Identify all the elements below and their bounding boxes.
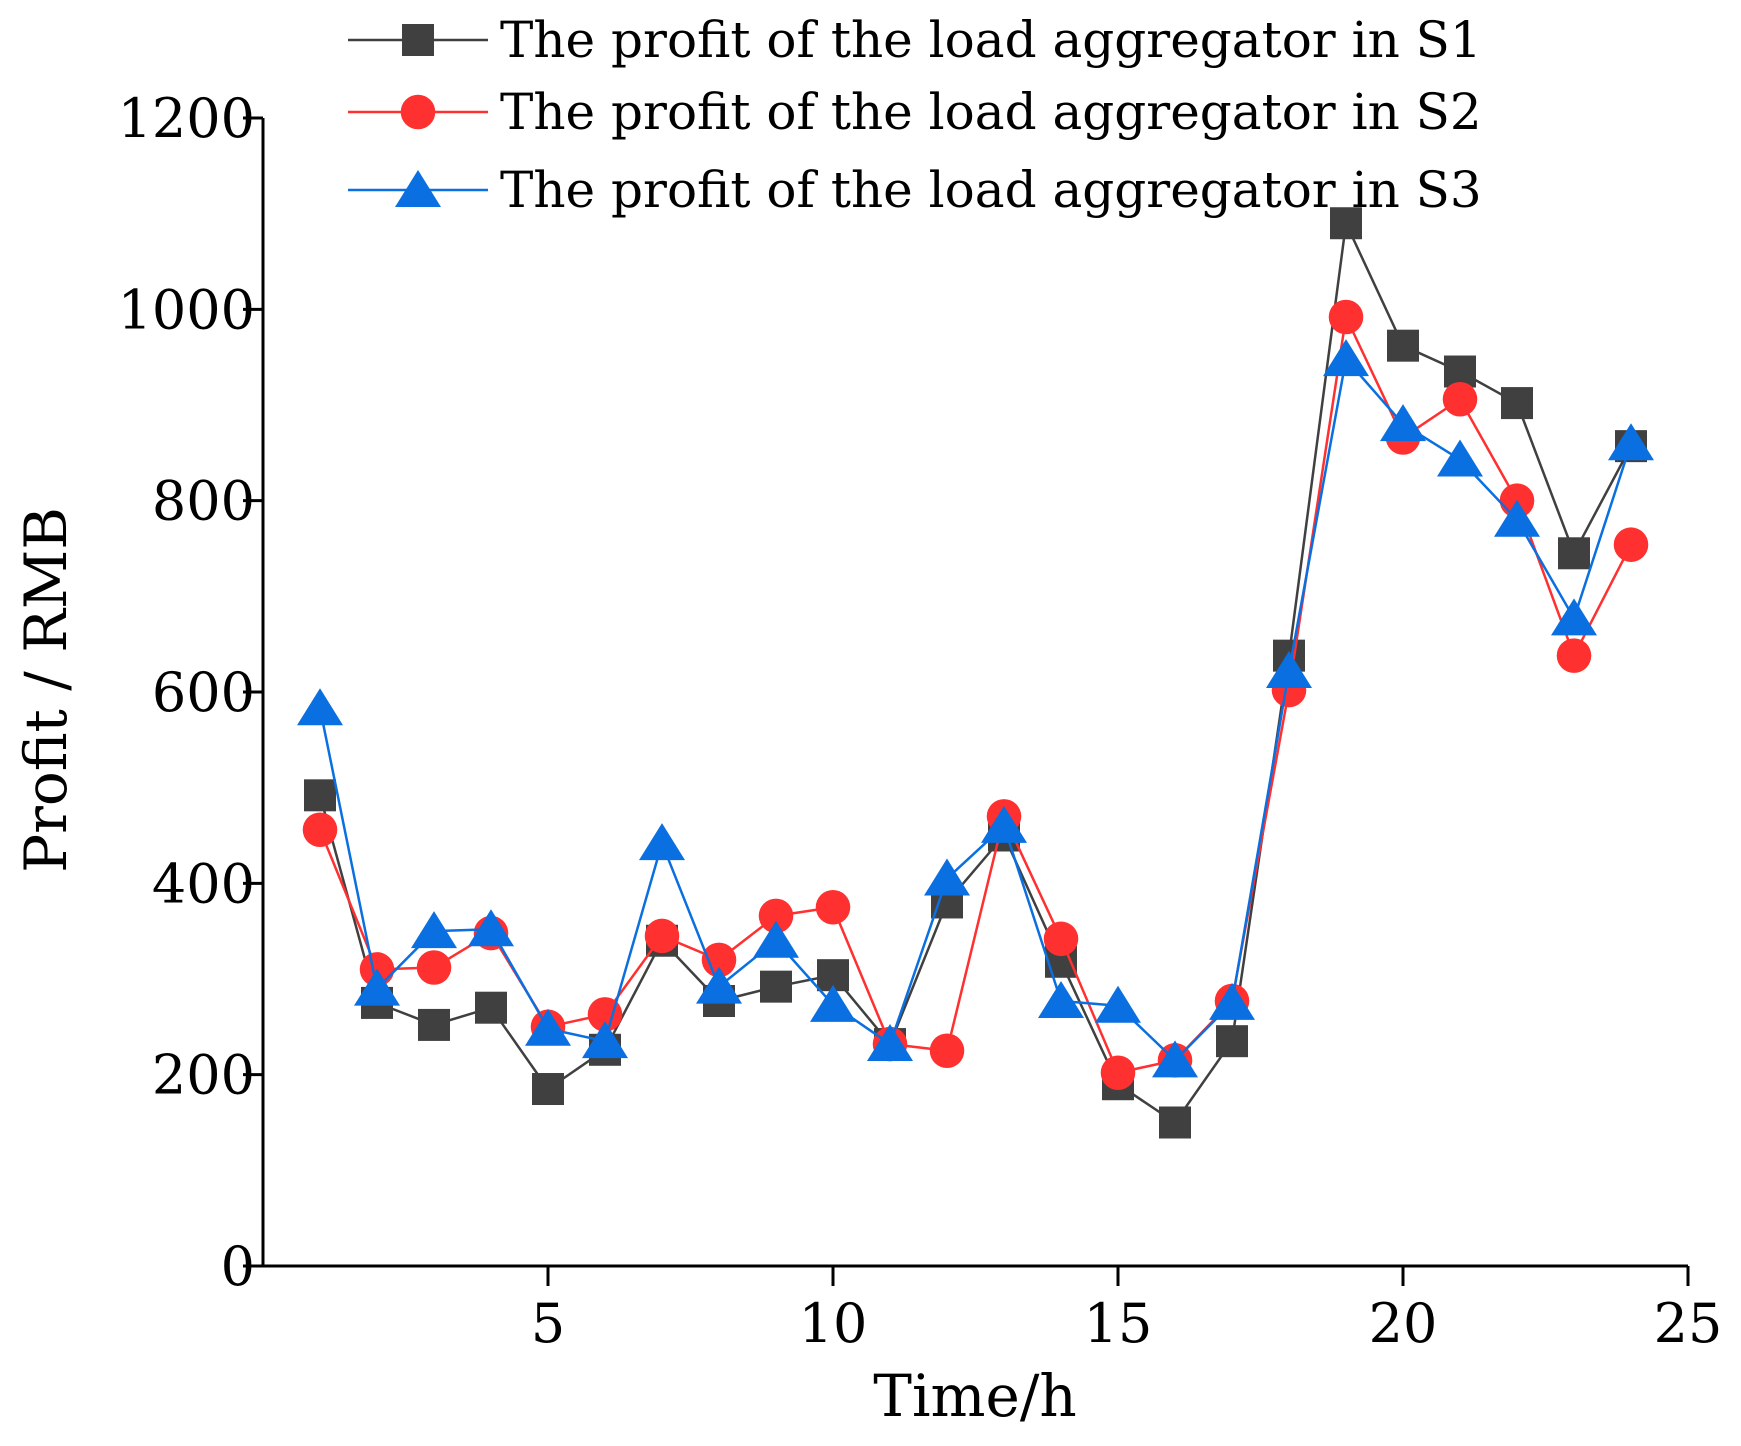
series-2-point	[929, 1033, 965, 1069]
series-3-point	[810, 984, 856, 1022]
series-3-point	[1095, 985, 1141, 1023]
series-1-point	[475, 991, 507, 1024]
series-3-point	[867, 1024, 913, 1062]
series-1-point	[1387, 329, 1419, 362]
series-2-point	[1442, 381, 1478, 417]
series-1	[304, 207, 1647, 1139]
series-3-point	[924, 858, 970, 896]
series-2-point	[701, 942, 737, 978]
series-2-point	[644, 918, 680, 954]
y-axis-title: Profit / RMB	[12, 507, 80, 873]
legend-marker	[400, 94, 436, 130]
y-tick-label: 0	[221, 1235, 255, 1298]
series-layer	[297, 207, 1654, 1139]
series-1-point	[304, 779, 336, 812]
series-3-point	[297, 688, 343, 726]
y-tick-label: 600	[152, 661, 255, 724]
series-3-point	[1437, 439, 1483, 477]
series-3-point	[696, 966, 742, 1004]
series-3-point	[1152, 1040, 1198, 1078]
x-tick-label: 5	[531, 1292, 565, 1355]
series-3-point	[354, 968, 400, 1006]
x-axis-title: Time/h	[873, 1362, 1076, 1430]
x-tick-label: 25	[1654, 1292, 1723, 1355]
series-2-point	[302, 812, 338, 848]
x-tick-label: 20	[1369, 1292, 1438, 1355]
legend-marker	[402, 24, 434, 56]
axes	[261, 118, 1688, 1268]
series-3-point	[1209, 982, 1255, 1020]
series-3-line	[318, 357, 1633, 1062]
y-tick-label: 200	[152, 1044, 255, 1107]
series-3-point	[411, 911, 457, 949]
series-1-point	[1216, 1025, 1248, 1058]
legend: The profit of the load aggregator in S1 T…	[348, 11, 1482, 219]
x-tick-label: 10	[799, 1292, 868, 1355]
series-3-point	[525, 1008, 571, 1046]
legend-item-s3: The profit of the load aggregator in S3	[348, 161, 1482, 219]
series-2-point	[758, 898, 794, 934]
legend-label: The profit of the load aggregator in S3	[500, 161, 1482, 219]
series-3-point	[1494, 499, 1540, 537]
x-ticks: 5 10 15 20 25	[531, 1266, 1723, 1355]
series-1-point	[418, 1008, 450, 1041]
series-3-point	[1266, 650, 1312, 688]
series-3-point	[582, 1021, 628, 1059]
series-3-point	[1323, 339, 1369, 377]
y-tick-label: 1000	[118, 278, 255, 341]
series-3-point	[753, 920, 799, 958]
series-2-point	[1328, 299, 1364, 335]
series-3-point	[468, 909, 514, 947]
series-2-point	[1100, 1055, 1136, 1091]
series-2-point	[1043, 921, 1079, 957]
series-2-line	[318, 315, 1633, 1075]
series-1-point	[1558, 537, 1590, 570]
series-1-point	[1330, 207, 1362, 240]
y-tick-label: 800	[152, 470, 255, 533]
series-2-point	[1613, 527, 1649, 562]
series-3	[297, 339, 1654, 1078]
legend-item-s1: The profit of the load aggregator in S1	[348, 11, 1482, 69]
series-2-point	[416, 950, 452, 985]
series-2	[302, 299, 1649, 1091]
series-1-point	[1501, 387, 1533, 420]
series-2-point	[1556, 638, 1592, 673]
series-3-point	[1380, 404, 1426, 442]
series-3-point	[639, 823, 685, 861]
series-1-point	[532, 1073, 564, 1106]
y-tick-label: 400	[152, 852, 255, 915]
series-1-point	[760, 970, 792, 1003]
series-3-point	[981, 805, 1027, 843]
x-tick-label: 15	[1084, 1292, 1153, 1355]
legend-item-s2: The profit of the load aggregator in S2	[348, 83, 1482, 141]
series-3-point	[1038, 981, 1084, 1019]
series-1-point	[1159, 1106, 1191, 1139]
series-3-point	[1608, 423, 1654, 461]
series-2-point	[815, 889, 851, 925]
series-1-line	[318, 221, 1633, 1124]
legend-label: The profit of the load aggregator in S1	[500, 11, 1482, 69]
y-ticks: 0 200 400 600 800 1000 1200	[118, 87, 263, 1298]
legend-marker	[395, 170, 441, 207]
y-tick-label: 1200	[118, 87, 255, 150]
series-2-point	[587, 997, 623, 1032]
series-3-point	[1551, 598, 1597, 636]
legend-label: The profit of the load aggregator in S2	[500, 83, 1482, 141]
